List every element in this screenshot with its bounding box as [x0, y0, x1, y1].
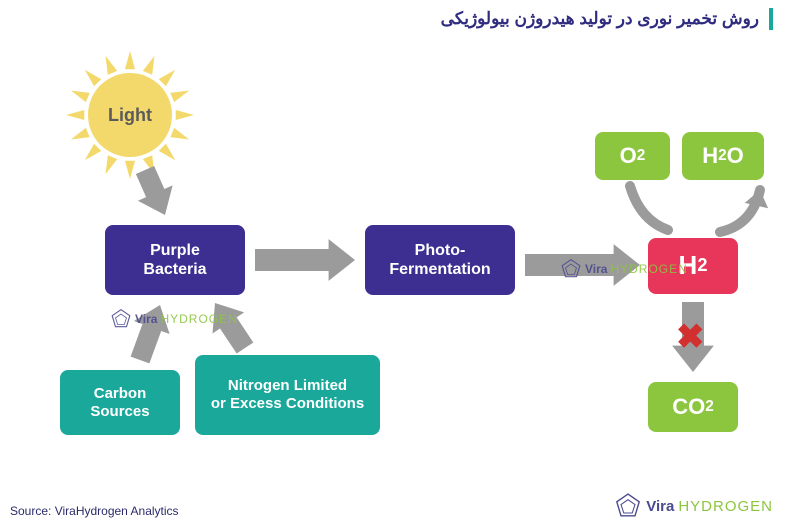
brand-logo-icon [614, 492, 642, 520]
watermark-2: ViraHYDROGEN [560, 258, 688, 280]
footer-logo: Vira HYDROGEN [614, 492, 773, 520]
brand-text-1: Vira [646, 498, 674, 515]
footer-source: Source: ViraHydrogen Analytics [10, 504, 179, 518]
cross-icon: ✖ [676, 320, 705, 354]
brand-text-2: HYDROGEN [678, 498, 773, 515]
watermark-1: ViraHYDROGEN [110, 308, 238, 330]
